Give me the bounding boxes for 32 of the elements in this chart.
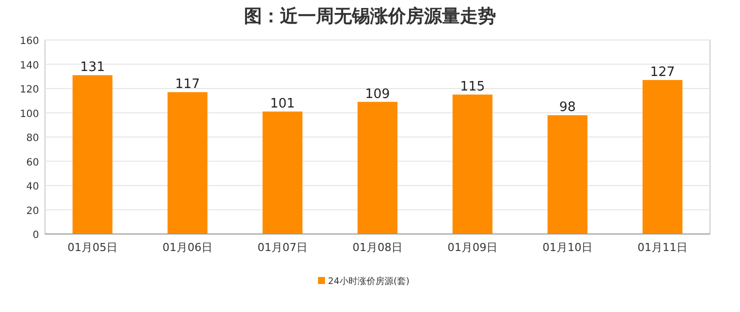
y-tick-label: 60 <box>26 157 39 168</box>
bar <box>72 75 112 234</box>
data-label: 117 <box>175 77 200 92</box>
data-label: 115 <box>460 80 485 95</box>
bar <box>452 94 492 234</box>
legend-label: 24小时涨价房源(套) <box>328 276 410 287</box>
data-label: 131 <box>80 60 105 76</box>
y-tick-label: 140 <box>20 60 39 72</box>
x-tick-label: 01月07日 <box>258 241 308 254</box>
x-tick-label: 01月05日 <box>68 241 118 254</box>
bar <box>262 112 302 234</box>
bar <box>358 102 398 234</box>
data-label: 109 <box>365 86 390 102</box>
bar <box>168 92 208 234</box>
y-tick-label: 20 <box>26 206 39 217</box>
y-tick-label: 100 <box>20 108 39 120</box>
bar <box>548 115 588 234</box>
data-label: 101 <box>270 96 295 112</box>
chart-title: 图：近一周无锡涨价房源量走势 <box>244 6 496 27</box>
y-tick-label: 40 <box>26 182 39 192</box>
bar <box>642 80 682 234</box>
y-tick-label: 0 <box>32 230 39 241</box>
x-tick-label: 01月09日 <box>448 241 498 254</box>
x-tick-label: 01月10日 <box>542 241 592 254</box>
x-tick-label: 01月06日 <box>162 241 212 254</box>
y-tick-label: 120 <box>20 84 39 96</box>
x-tick-label: 01月08日 <box>352 241 402 254</box>
data-label: 98 <box>559 100 576 116</box>
x-tick-label: 01月11日 <box>638 241 688 254</box>
y-tick-label: 80 <box>26 133 39 144</box>
y-tick-label: 160 <box>20 36 39 47</box>
data-label: 127 <box>650 65 675 80</box>
